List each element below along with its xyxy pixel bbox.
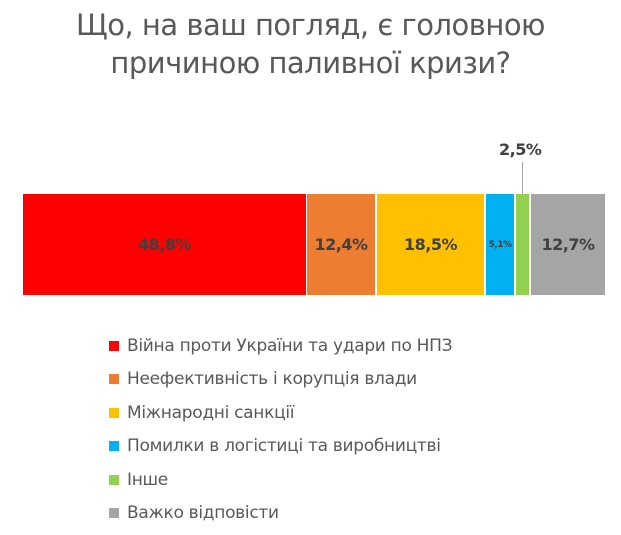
legend-item-other: Інше <box>109 463 452 497</box>
legend-item-hard-to-say: Важко відповісти <box>109 497 452 531</box>
callout-leader-line <box>522 162 523 194</box>
legend-item-war: Війна проти України та удари по НПЗ <box>109 329 453 363</box>
legend: Війна проти України та удари по НПЗ Нееф… <box>109 329 453 531</box>
legend-item-sanctions: Міжнародні санкції <box>109 396 452 430</box>
legend-swatch <box>109 407 119 418</box>
legend-label: Війна проти України та удари по НПЗ <box>127 335 453 356</box>
bar-segment-other <box>516 194 529 295</box>
segment-value-label: 12,7% <box>541 235 595 254</box>
legend-item-corruption: Неефективність і корупція влади <box>109 363 452 397</box>
bar-segment-war: 48,8% <box>23 194 306 295</box>
segment-value-label: 5,1% <box>488 239 512 250</box>
bar-segment-corruption: 12,4% <box>307 194 375 295</box>
legend-label: Помилки в логістиці та виробництві <box>127 436 441 457</box>
legend-swatch <box>109 474 119 485</box>
legend-swatch <box>109 374 119 385</box>
callout-label-other: 2,5% <box>499 140 542 159</box>
legend-label: Інше <box>127 469 168 490</box>
segment-value-label: 12,4% <box>314 235 368 254</box>
bar-segment-hard-to-say: 12,7% <box>531 194 605 295</box>
stacked-bar: 48,8% 12,4% 18,5% 5,1% 12,7% <box>23 194 606 295</box>
chart-title: Що, на ваш погляд, є головною причиною п… <box>0 6 621 82</box>
legend-label: Міжнародні санкції <box>127 402 295 423</box>
chart-title-line-1: Що, на ваш погляд, є головною <box>76 8 545 42</box>
segment-value-label: 18,5% <box>403 235 458 254</box>
legend-item-logistics: Помилки в логістиці та виробництві <box>109 430 452 464</box>
legend-swatch <box>109 340 119 351</box>
chart-title-line-2: причиною паливної кризи? <box>110 46 511 80</box>
bar-segment-sanctions: 18,5% <box>377 194 484 295</box>
legend-swatch <box>109 508 119 519</box>
segment-value-label: 48,8% <box>137 235 192 254</box>
legend-label: Важко відповісти <box>127 503 279 524</box>
bar-segment-logistics: 5,1% <box>486 194 514 295</box>
legend-swatch <box>109 441 119 452</box>
legend-label: Неефективність і корупція влади <box>127 369 417 390</box>
